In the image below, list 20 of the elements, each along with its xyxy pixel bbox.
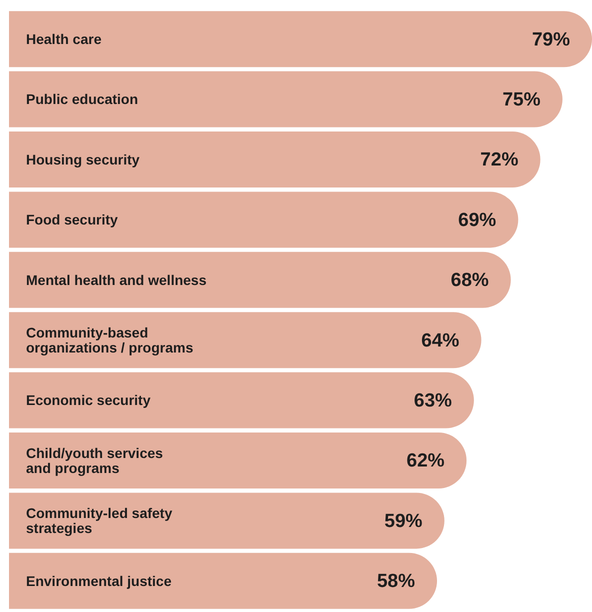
data-label: 59% bbox=[384, 510, 423, 532]
data-label: 62% bbox=[406, 450, 445, 472]
data-label: 79% bbox=[532, 29, 570, 50]
y-tick-label: Food security bbox=[26, 212, 118, 228]
y-tick-label: Economic security bbox=[26, 392, 151, 408]
y-tick-label: Community-led safety strategies bbox=[26, 505, 172, 536]
y-tick-label: Housing security bbox=[26, 151, 140, 168]
y-tick-label: Mental health and wellness bbox=[26, 272, 207, 288]
data-label: 63% bbox=[414, 390, 452, 412]
data-label: 58% bbox=[376, 571, 416, 592]
y-tick-label: Child/youth services and programs bbox=[26, 444, 164, 476]
data-label: 69% bbox=[458, 210, 496, 231]
data-label: 64% bbox=[421, 330, 460, 352]
data-label: 72% bbox=[480, 150, 518, 171]
y-tick-label: Environmental justice bbox=[26, 572, 172, 589]
data-label: 68% bbox=[450, 270, 489, 292]
data-label: 75% bbox=[502, 90, 541, 111]
y-tick-label: Public education bbox=[26, 91, 138, 108]
y-tick-label: Community-based organizations / programs bbox=[26, 324, 194, 356]
y-tick-label: Health care bbox=[26, 30, 102, 47]
